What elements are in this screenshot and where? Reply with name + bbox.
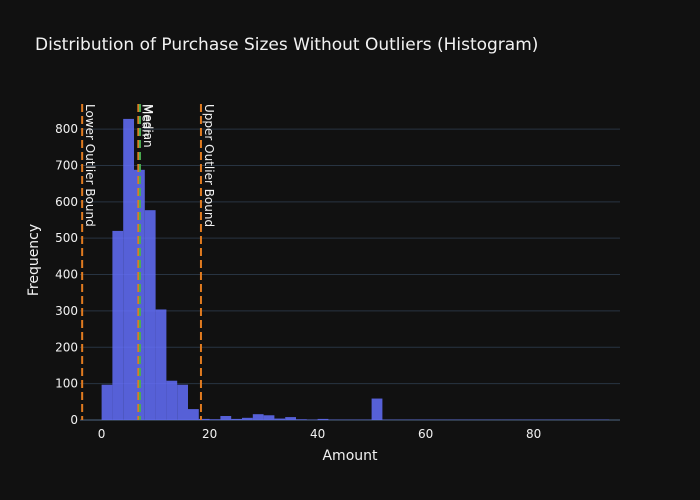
y-tick-label: 100 [55,377,78,391]
x-axis-title: Amount [322,448,378,464]
x-tick-label: 20 [202,427,217,441]
lower-outlier-bound-label: Lower Outlier Bound [83,104,97,227]
bars [101,118,610,420]
y-tick-label: 0 [70,413,78,427]
y-tick-label: 800 [55,122,78,136]
x-tick-label: 80 [526,427,541,441]
histogram-bar [198,418,210,420]
histogram-bar [112,230,124,420]
tick-labels: 0 100 200 300 400 500 600 700 800 0 20 40 60 80 [55,122,541,441]
median-label: Median [141,104,155,148]
histogram-bar [220,416,232,420]
mean-label: Mean [139,104,153,137]
upper-outlier-bound-label: Upper Outlier Bound [202,104,216,227]
histogram-bar [123,118,134,420]
x-tick-label: 60 [418,427,433,441]
histogram-bar [209,419,221,420]
histogram-bar [317,418,329,420]
histogram-bar [231,418,242,420]
histogram-bar [371,398,383,420]
y-tick-label: 500 [55,231,78,245]
chart-title: Distribution of Purchase Sizes Without O… [35,35,538,55]
histogram-bar [263,415,275,420]
histogram-bar [296,419,307,420]
y-tick-label: 200 [55,340,78,354]
histogram-bar [252,414,264,420]
x-tick-label: 40 [310,427,325,441]
histogram-bar [166,380,178,420]
y-tick-label: 300 [55,304,78,318]
histogram-bar [101,384,113,420]
x-tick-label: 0 [98,427,106,441]
histogram-bar [134,169,145,420]
histogram-bar [144,210,156,420]
y-axis-title: Frequency [26,224,42,296]
y-tick-label: 400 [55,268,78,282]
histogram-bar [242,417,253,420]
histogram-bar [155,309,167,420]
histogram-bar [177,384,188,420]
histogram-bar [188,409,199,420]
y-tick-label: 700 [55,158,78,172]
y-tick-label: 600 [55,195,78,209]
histogram-bar [274,418,286,420]
histogram-bar [285,417,296,420]
